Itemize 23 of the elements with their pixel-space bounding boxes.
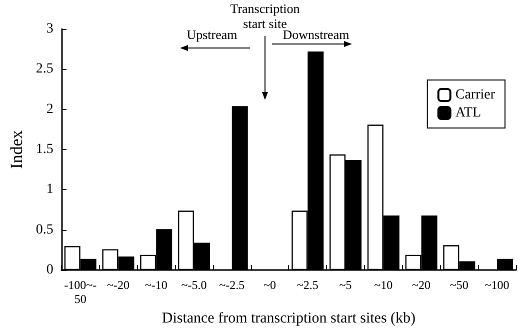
x-tick-label: ~2.5 [296, 278, 318, 292]
y-tick-label: 0.5 [36, 222, 54, 238]
x-tick-label: -100~- 50 [64, 278, 97, 306]
x-tick-label: ~50 [450, 278, 468, 292]
x-tick-label: ~100 [484, 278, 510, 292]
x-tick-label: ~10 [374, 278, 393, 292]
legend-label: ATL [455, 106, 482, 120]
x-tick-label: ~20 [412, 278, 431, 292]
y-tick-label: 2 [46, 102, 54, 117]
y-tick-label: 2.5 [36, 62, 54, 77]
x-tick-label: ~0 [264, 278, 276, 292]
y-tick-label: 1.5 [36, 142, 54, 158]
y-tick-label: 0 [46, 262, 54, 278]
x-tick-label: ~-10 [144, 278, 168, 292]
x-axis-title: Distance from transcription start sites (kb) [162, 310, 416, 326]
y-axis-title: Index [7, 130, 26, 169]
x-tick-label: ~5 [339, 278, 352, 292]
legend-label: Carrier [455, 88, 496, 102]
y-tick-label: 3 [46, 22, 54, 36]
x-tick-label: ~-2.5 [219, 278, 245, 292]
x-tick-label: ~-20 [106, 278, 130, 292]
x-tick-label: ~-5.0 [181, 278, 207, 292]
y-tick-label: 1 [46, 182, 54, 198]
